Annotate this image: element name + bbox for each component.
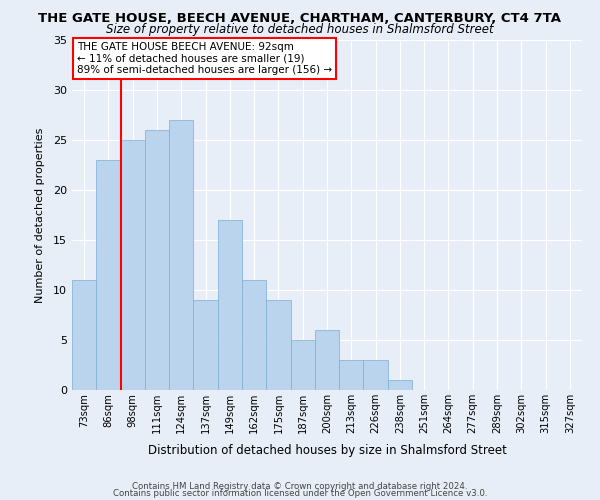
Bar — [290, 340, 315, 390]
X-axis label: Distribution of detached houses by size in Shalmsford Street: Distribution of detached houses by size … — [148, 444, 506, 458]
Text: Size of property relative to detached houses in Shalmsford Street: Size of property relative to detached ho… — [106, 22, 494, 36]
Bar — [72, 280, 96, 390]
Bar — [96, 160, 121, 390]
Bar — [388, 380, 412, 390]
Bar — [315, 330, 339, 390]
Text: Contains HM Land Registry data © Crown copyright and database right 2024.: Contains HM Land Registry data © Crown c… — [132, 482, 468, 491]
Bar — [145, 130, 169, 390]
Bar — [266, 300, 290, 390]
Bar — [169, 120, 193, 390]
Text: THE GATE HOUSE, BEECH AVENUE, CHARTHAM, CANTERBURY, CT4 7TA: THE GATE HOUSE, BEECH AVENUE, CHARTHAM, … — [38, 12, 562, 26]
Text: THE GATE HOUSE BEECH AVENUE: 92sqm
← 11% of detached houses are smaller (19)
89%: THE GATE HOUSE BEECH AVENUE: 92sqm ← 11%… — [77, 42, 332, 75]
Y-axis label: Number of detached properties: Number of detached properties — [35, 128, 44, 302]
Bar — [242, 280, 266, 390]
Bar — [121, 140, 145, 390]
Bar — [364, 360, 388, 390]
Bar — [193, 300, 218, 390]
Bar — [339, 360, 364, 390]
Bar — [218, 220, 242, 390]
Text: Contains public sector information licensed under the Open Government Licence v3: Contains public sector information licen… — [113, 489, 487, 498]
